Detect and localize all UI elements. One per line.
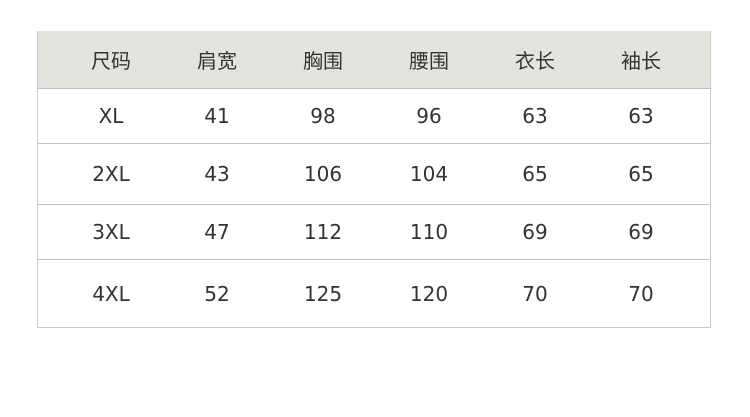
cell: 65 [628, 162, 654, 186]
cell: 69 [522, 220, 548, 244]
cell: 70 [522, 281, 548, 306]
cell: 2XL [92, 162, 130, 186]
header-shoulder: 肩宽 [197, 49, 237, 73]
header-size: 尺码 [91, 49, 131, 73]
cell: 104 [409, 162, 449, 186]
header-sleeve: 袖长 [621, 49, 661, 73]
cell: 125 [303, 281, 343, 306]
cell: 63 [522, 104, 548, 128]
cell: 110 [409, 220, 449, 244]
table-row: 3XL 47 112 110 69 69 [38, 205, 710, 260]
size-chart-table: 尺码 肩宽 胸围 腰围 衣长 袖长 XL 41 98 96 63 63 2XL … [37, 31, 711, 328]
cell: 96 [416, 104, 442, 128]
cell: 52 [204, 281, 230, 306]
header-chest: 胸围 [303, 49, 343, 73]
cell: 3XL [92, 220, 130, 244]
cell: 70 [628, 281, 654, 306]
cell: 65 [522, 162, 548, 186]
cell: 4XL [92, 281, 130, 306]
cell: XL [98, 104, 124, 128]
header-waist: 腰围 [409, 49, 449, 73]
cell: 98 [310, 104, 336, 128]
cell: 120 [409, 281, 449, 306]
header-length: 衣长 [515, 49, 555, 73]
cell: 63 [628, 104, 654, 128]
cell: 112 [303, 220, 343, 244]
cell: 69 [628, 220, 654, 244]
cell: 41 [204, 104, 230, 128]
table-header: 尺码 肩宽 胸围 腰围 衣长 袖长 [38, 31, 710, 89]
table-row: 4XL 52 125 120 70 70 [38, 260, 710, 327]
table-row: 2XL 43 106 104 65 65 [38, 144, 710, 205]
cell: 47 [204, 220, 230, 244]
cell: 106 [303, 162, 343, 186]
cell: 43 [204, 162, 230, 186]
table-row: XL 41 98 96 63 63 [38, 89, 710, 144]
